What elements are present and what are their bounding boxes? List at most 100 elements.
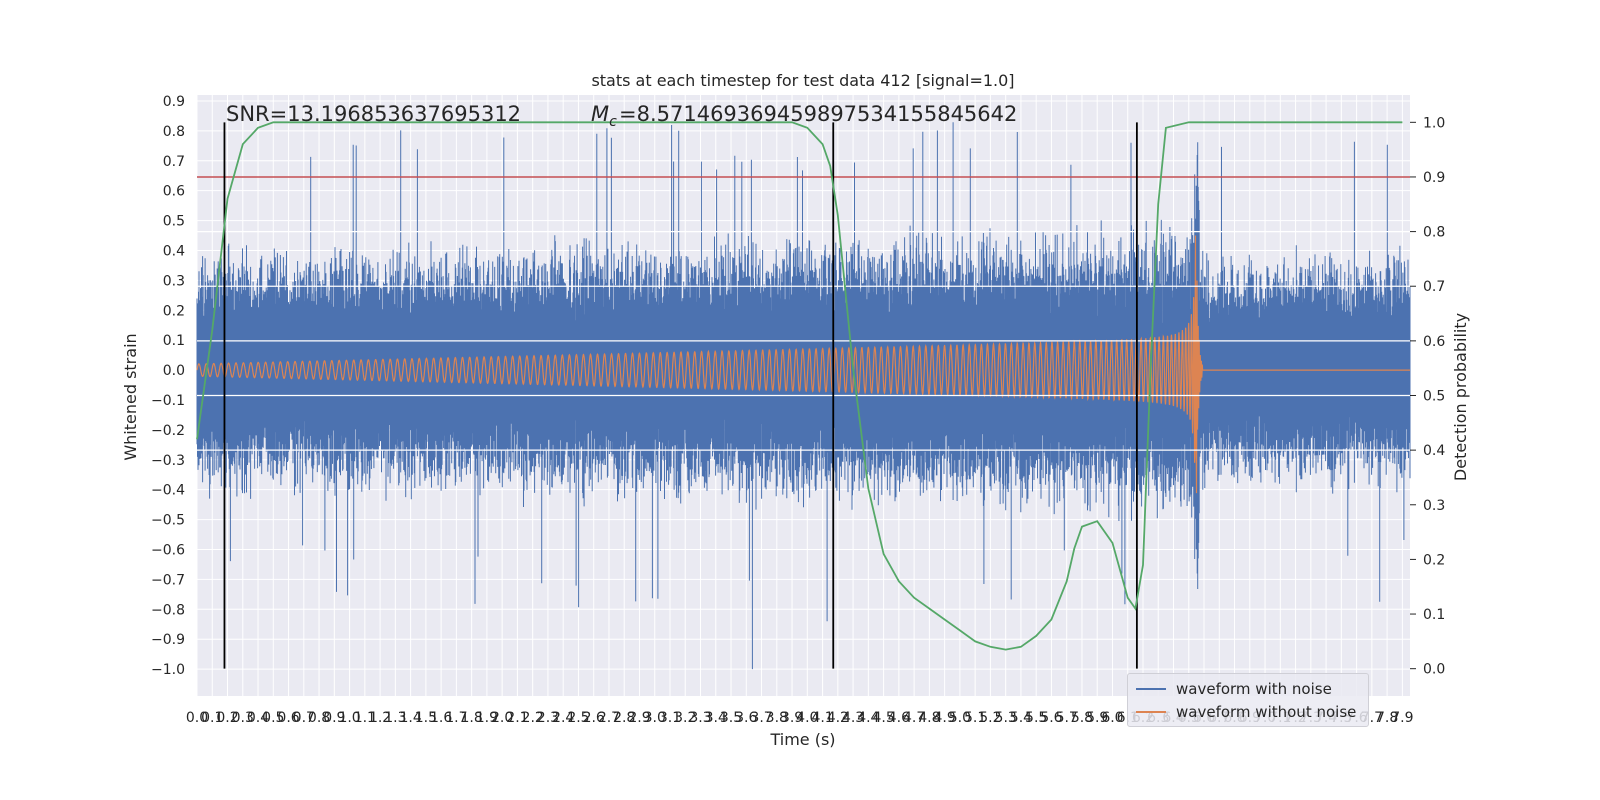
plot-area (196, 121, 1411, 670)
x-tick-label: 1.0 (338, 710, 360, 726)
y-tick-label: 0.8 (163, 124, 185, 140)
x-tick-label: 4.5 (872, 710, 894, 726)
x-tick-label: 3.0 (644, 710, 666, 726)
y-tick-label: 0.4 (163, 243, 185, 259)
x-tick-label: 2.3 (537, 710, 559, 726)
legend-swatch-noisy (1136, 688, 1166, 690)
y2-tick-label: 0.3 (1423, 498, 1445, 514)
legend-item-clean: waveform without noise (1136, 701, 1356, 723)
x-tick-label: 1.3 (384, 710, 406, 726)
y2-tick-label: 0.2 (1423, 552, 1445, 568)
y2-tick-label: 0.9 (1423, 170, 1445, 186)
x-tick-label: 1.5 (415, 710, 437, 726)
y2-tick-label: 0.1 (1423, 607, 1445, 623)
x-tick-label: 2.4 (552, 710, 574, 726)
y-tick-label: 0.7 (163, 154, 185, 170)
x-tick-label: 2.9 (628, 710, 650, 726)
x-tick-label: 2.1 (506, 710, 528, 726)
y2-tick-label: 0.7 (1423, 279, 1445, 295)
y-tick-label: 0.3 (163, 273, 185, 289)
x-tick-label: 2.0 (491, 710, 513, 726)
y2-axis-ticks: 1.0 0.9 0.8 0.7 0.6 0.5 0.4 0.3 0.2 0.1 0.0 (1410, 115, 1445, 678)
y2-tick-label: 0.6 (1423, 334, 1445, 350)
y-tick-label: −0.1 (151, 393, 185, 409)
x-tick-label: 7.9 (1391, 710, 1413, 726)
x-tick-label: 5.4 (1010, 710, 1032, 726)
x-tick-label: 4.6 (888, 710, 910, 726)
x-tick-label: 0.1 (201, 710, 223, 726)
y2-tick-label: 0.4 (1423, 443, 1445, 459)
x-tick-label: 1.7 (445, 710, 467, 726)
x-tick-label: 3.3 (689, 710, 711, 726)
y-tick-label: −0.5 (151, 513, 185, 529)
x-tick-label: 0.8 (308, 710, 330, 726)
x-tick-label: 5.1 (964, 710, 986, 726)
y-axis-ticks: 0.9 0.8 0.7 0.6 0.5 0.4 0.3 0.2 0.1 0.0 −0.1 −0.2 −0… (151, 94, 185, 678)
waveform-without-noise-series (196, 235, 1410, 494)
x-tick-label: 3.4 (705, 710, 727, 726)
x-axis-label: Time (s) (769, 730, 835, 749)
y2-tick-label: 0.8 (1423, 225, 1445, 241)
x-tick-label: 0.0 (186, 710, 208, 726)
y2-tick-label: 0.0 (1423, 662, 1445, 678)
x-tick-label: 2.2 (522, 710, 544, 726)
x-tick-label: 5.5 (1025, 710, 1047, 726)
x-tick-label: 4.8 (918, 710, 940, 726)
x-tick-label: 1.6 (430, 710, 452, 726)
x-tick-label: 0.2 (216, 710, 238, 726)
chart-title: stats at each timestep for test data 412… (591, 71, 1014, 90)
y2-tick-label: 1.0 (1423, 115, 1445, 131)
x-tick-label: 3.8 (766, 710, 788, 726)
y-tick-label: −0.3 (151, 453, 185, 469)
detection-probability-series (196, 121, 1403, 651)
snr-annotation: SNR=13.196853637695312 (226, 102, 521, 126)
x-tick-label: 4.3 (842, 710, 864, 726)
y-tick-label: −0.4 (151, 483, 185, 499)
x-tick-label: 0.5 (262, 710, 284, 726)
legend-swatch-clean (1136, 711, 1166, 713)
x-tick-label: 2.6 (583, 710, 605, 726)
y-tick-label: −0.6 (151, 542, 185, 558)
x-tick-label: 5.2 (979, 710, 1001, 726)
y2-tick-label: 0.5 (1423, 389, 1445, 405)
x-tick-label: 4.7 (903, 710, 925, 726)
x-tick-label: 0.6 (277, 710, 299, 726)
x-tick-label: 3.6 (735, 710, 757, 726)
y-tick-label: 0.1 (163, 333, 185, 349)
x-tick-label: 3.2 (674, 710, 696, 726)
y-tick-label: 0.5 (163, 214, 185, 230)
x-tick-label: 3.9 (781, 710, 803, 726)
x-tick-label: 7.8 (1376, 710, 1398, 726)
y-axis-label: Whitened strain (121, 333, 140, 460)
legend-label-clean: waveform without noise (1176, 703, 1357, 721)
x-tick-label: 2.5 (567, 710, 589, 726)
y-tick-label: −1.0 (151, 662, 185, 678)
x-tick-label: 4.1 (811, 710, 833, 726)
x-tick-label: 4.4 (857, 710, 879, 726)
x-tick-label: 1.4 (399, 710, 421, 726)
x-tick-label: 5.9 (1086, 710, 1108, 726)
x-tick-label: 5.6 (1040, 710, 1062, 726)
y-tick-label: −0.7 (151, 572, 185, 588)
y-tick-label: 0.6 (163, 184, 185, 200)
x-tick-label: 1.2 (369, 710, 391, 726)
y2-axis-label: Detection probability (1451, 313, 1470, 481)
y-tick-label: −0.8 (151, 602, 185, 618)
y-tick-label: 0.0 (163, 363, 185, 379)
legend-item-noisy: waveform with noise (1136, 678, 1332, 700)
legend: waveform with noise waveform without noi… (1127, 673, 1369, 727)
legend-label-noisy: waveform with noise (1176, 680, 1332, 698)
x-tick-label: 2.8 (613, 710, 635, 726)
x-tick-label: 5.0 (949, 710, 971, 726)
y-tick-label: −0.2 (151, 423, 185, 439)
vertical-markers (223, 122, 1138, 669)
x-tick-label: 4.2 (827, 710, 849, 726)
y-tick-label: 0.9 (163, 94, 185, 110)
x-tick-label: 1.8 (461, 710, 483, 726)
chirp-mass-annotation: =8.571469369459897534155845642 (619, 102, 1017, 126)
x-tick-label: 0.3 (232, 710, 254, 726)
x-tick-label: 5.7 (1056, 710, 1078, 726)
x-tick-label: 1.1 (354, 710, 376, 726)
x-tick-label: 5.3 (995, 710, 1017, 726)
